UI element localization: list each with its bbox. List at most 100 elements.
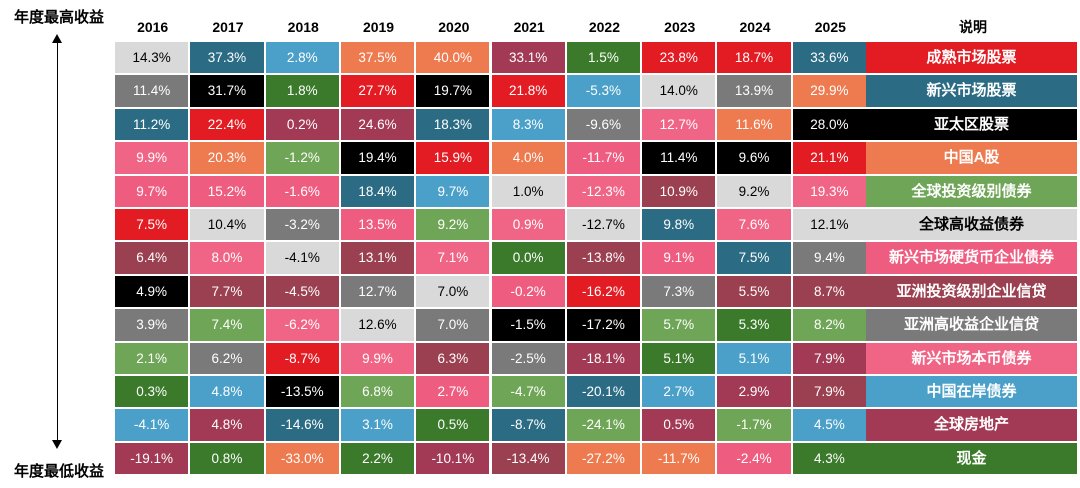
return-cell: 4.3%	[792, 442, 866, 475]
return-cell: 7.0%	[416, 309, 490, 341]
legend-item: 新兴市场硬货币企业债券	[866, 242, 1077, 274]
return-cell: 3.1%	[340, 409, 415, 441]
return-cell: 13.9%	[717, 75, 791, 107]
return-cell: 23.8%	[642, 42, 716, 74]
return-cell: 0.9%	[491, 209, 565, 241]
return-cell: 33.6%	[792, 42, 866, 74]
legend-item: 全球高收益债券	[866, 209, 1077, 241]
return-cell: 11.6%	[717, 108, 791, 141]
return-cell: 1.8%	[265, 75, 339, 107]
return-cell: -17.2%	[566, 309, 641, 341]
return-cell: 31.7%	[190, 75, 264, 107]
arrow-up-icon	[52, 34, 62, 43]
return-cell: 6.8%	[340, 376, 415, 408]
legend-item: 亚洲投资级别企业信贷	[866, 275, 1077, 308]
return-cell: 2.7%	[416, 376, 490, 408]
return-cell: 7.4%	[190, 309, 264, 341]
legend-item: 新兴市场本币债券	[866, 342, 1077, 374]
return-cell: -1.2%	[265, 142, 339, 174]
legend-item: 全球房地产	[866, 409, 1077, 441]
return-cell: 29.9%	[792, 75, 866, 107]
return-cell: -11.7%	[642, 442, 716, 475]
return-cell: 10.4%	[190, 209, 264, 241]
return-cell: 40.0%	[416, 42, 490, 74]
return-cell: 2.2%	[340, 442, 415, 475]
return-cell: -9.6%	[566, 108, 641, 141]
year-header: 2019	[362, 19, 395, 35]
legend-item: 新兴市场股票	[866, 75, 1077, 107]
return-cell: 7.5%	[717, 242, 791, 274]
return-cell: -18.1%	[566, 342, 641, 374]
return-cell: 27.7%	[340, 75, 415, 107]
return-cell: 8.3%	[491, 108, 565, 141]
return-cell: -14.6%	[265, 409, 339, 441]
return-cell: 12.6%	[340, 309, 415, 341]
year-header: 2023	[664, 19, 696, 35]
return-cell: 37.5%	[340, 42, 415, 74]
return-cell: -13.5%	[265, 376, 339, 408]
legend-item: 全球投资级别债券	[866, 175, 1077, 207]
return-cell: 7.3%	[642, 275, 716, 308]
return-cell: -12.7%	[566, 209, 641, 241]
return-cell: 5.7%	[642, 309, 716, 341]
return-cell: 9.2%	[416, 209, 490, 241]
return-cell: 7.5%	[115, 209, 189, 241]
return-cell: -4.5%	[265, 275, 339, 308]
year-header: 2018	[287, 19, 319, 35]
return-cell: 9.2%	[717, 175, 791, 207]
return-cell: -8.7%	[491, 409, 565, 441]
return-cell: 12.7%	[642, 108, 716, 141]
return-cell: 2.7%	[642, 376, 716, 408]
return-cell: 4.8%	[190, 376, 264, 408]
return-cell: 6.2%	[190, 342, 264, 374]
return-cell: 11.4%	[115, 75, 189, 107]
return-cell: 5.1%	[717, 342, 791, 374]
return-cell: 14.3%	[115, 42, 189, 74]
return-cell: 9.8%	[642, 209, 716, 241]
return-cell: 18.4%	[340, 175, 415, 207]
return-cell: 4.9%	[115, 275, 189, 308]
bottom-axis-label: 年度最低收益	[14, 463, 105, 480]
arrow-down-icon	[52, 440, 62, 449]
return-cell: -19.1%	[115, 442, 189, 475]
year-header: 2017	[212, 19, 244, 35]
return-cell: 19.3%	[792, 175, 866, 207]
legend-item: 中国A股	[866, 142, 1077, 174]
return-cell: 4.8%	[190, 409, 264, 441]
return-cell: 0.8%	[190, 442, 264, 475]
return-cell: 21.1%	[792, 142, 866, 174]
return-cell: 7.0%	[416, 275, 490, 308]
return-cell: 13.1%	[340, 242, 415, 274]
legend-item: 亚洲高收益企业信贷	[866, 309, 1077, 341]
return-cell: -13.8%	[566, 242, 641, 274]
return-cell: -3.2%	[265, 209, 339, 241]
return-cell: 7.6%	[717, 209, 791, 241]
return-cell: -0.2%	[491, 275, 565, 308]
year-header: 2020	[438, 19, 470, 35]
return-cell: -12.3%	[566, 175, 641, 207]
return-cell: -1.7%	[717, 409, 791, 441]
return-cell: 18.3%	[416, 108, 490, 141]
return-cell: 24.6%	[340, 108, 415, 141]
return-cell: 5.3%	[717, 309, 791, 341]
top-axis-label: 年度最高收益	[14, 9, 105, 26]
return-cell: -20.1%	[566, 376, 641, 408]
return-cell: -8.7%	[265, 342, 339, 374]
return-cell: 33.1%	[491, 42, 565, 74]
year-header: 2025	[814, 19, 846, 35]
return-cell: 15.9%	[416, 142, 490, 174]
return-cell: 7.7%	[190, 275, 264, 308]
return-cell: 4.0%	[491, 142, 565, 174]
return-cell: 7.9%	[792, 376, 866, 408]
return-cell: -4.1%	[265, 242, 339, 274]
return-cell: 9.7%	[115, 175, 189, 207]
return-cell: 20.3%	[190, 142, 264, 174]
return-cell: 2.8%	[265, 42, 339, 74]
return-cell: 9.4%	[792, 242, 866, 274]
return-cell: 2.1%	[115, 342, 189, 374]
return-cell: 11.4%	[642, 142, 716, 174]
return-cell: 37.3%	[190, 42, 264, 74]
year-header: 2016	[137, 19, 169, 35]
return-cell: 9.9%	[340, 342, 415, 374]
